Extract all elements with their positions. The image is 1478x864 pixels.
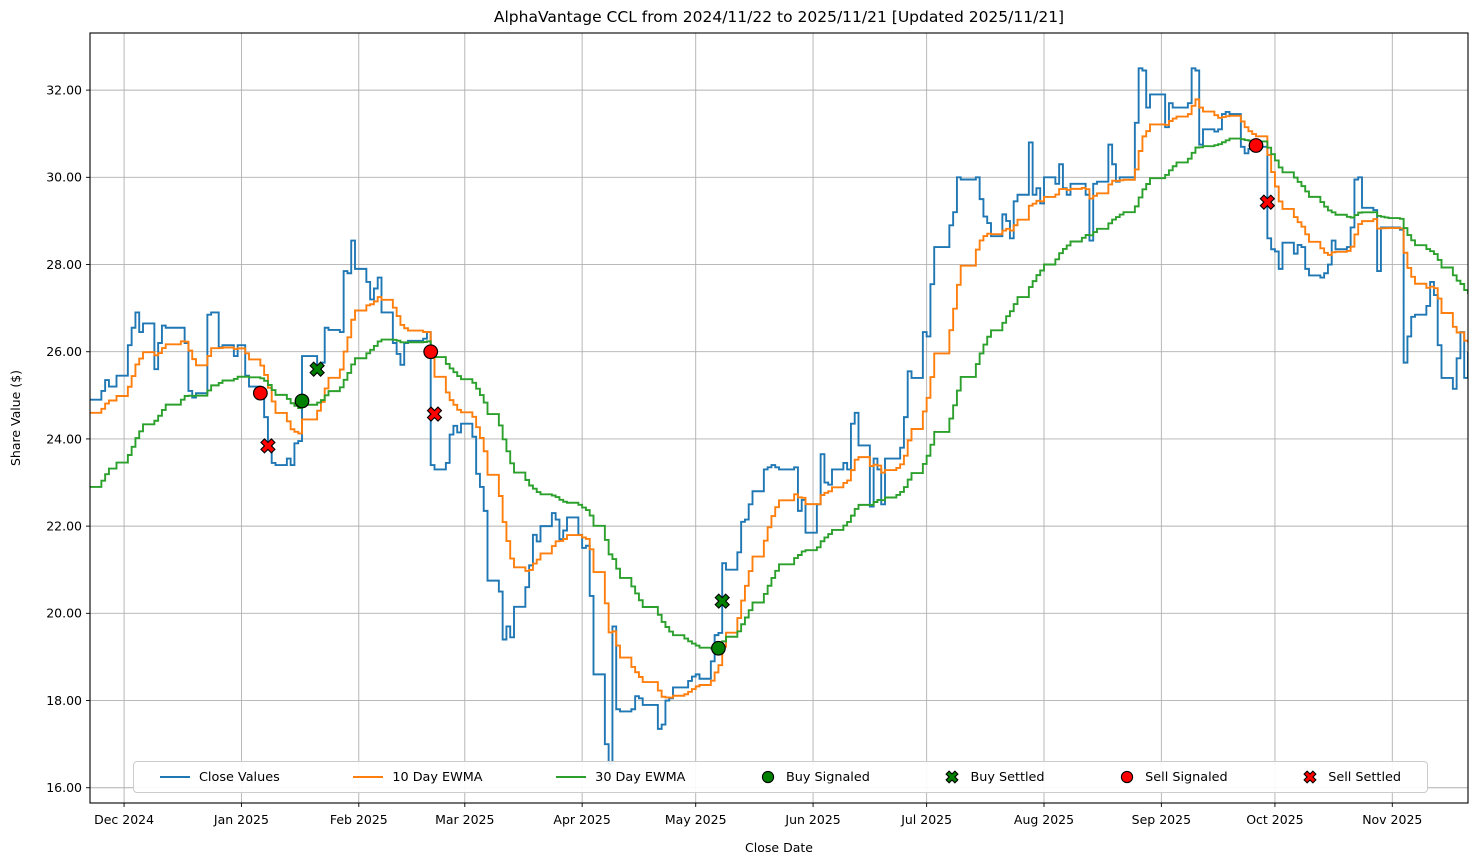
legend-item-close-values: Close Values bbox=[160, 770, 280, 785]
x-tick-label: May 2025 bbox=[665, 812, 727, 827]
legend-item-30-day-ewma: 30 Day EWMA bbox=[556, 770, 685, 785]
legend-label: Sell Signaled bbox=[1145, 769, 1228, 785]
legend-label: Close Values bbox=[199, 769, 280, 785]
y-tick-label: 32.00 bbox=[46, 83, 82, 98]
buy-settled-marker bbox=[714, 593, 730, 609]
legend-label: 30 Day EWMA bbox=[595, 769, 686, 785]
x-axis-label: Close Date bbox=[745, 840, 813, 855]
x-tick-label: Apr 2025 bbox=[553, 812, 610, 827]
x-marker-icon bbox=[945, 770, 960, 784]
legend-label: Buy Settled bbox=[970, 769, 1045, 785]
ewma30-line bbox=[90, 137, 1468, 650]
legend-item-10-day-ewma: 10 Day EWMA bbox=[353, 769, 483, 785]
y-tick-label: 18.00 bbox=[46, 693, 82, 708]
legend: Close Values 10 Day EWMA 30 Day EWMA Buy Si… bbox=[133, 761, 1428, 793]
legend-item-sell-signaled: Sell Signaled bbox=[1118, 768, 1228, 786]
x-tick-label: Mar 2025 bbox=[435, 812, 494, 827]
ewma10-line bbox=[90, 98, 1468, 699]
x-tick-label: Jun 2025 bbox=[784, 812, 840, 827]
x-tick-label: Dec 2024 bbox=[94, 812, 154, 827]
legend-label: 10 Day EWMA bbox=[392, 769, 483, 785]
line-swatch-icon bbox=[556, 776, 587, 778]
legend-item-buy-settled: Buy Settled bbox=[943, 768, 1045, 786]
buy-signaled-marker bbox=[711, 640, 726, 656]
x-tick-label: Sep 2025 bbox=[1132, 812, 1191, 827]
y-tick-label: 26.00 bbox=[46, 344, 82, 359]
y-tick-label: 22.00 bbox=[46, 519, 82, 534]
x-tick-label: Jul 2025 bbox=[900, 812, 952, 827]
buy-signaled-marker bbox=[294, 393, 310, 409]
x-tick-label: Feb 2025 bbox=[330, 812, 388, 827]
y-tick-label: 24.00 bbox=[46, 431, 82, 446]
event-markers bbox=[252, 138, 1276, 656]
x-tick-label: Nov 2025 bbox=[1362, 812, 1422, 827]
y-tick-label: 16.00 bbox=[46, 780, 82, 795]
sell-signaled-marker bbox=[1248, 138, 1264, 153]
grid bbox=[90, 33, 1468, 803]
x-tick-label: Jan 2025 bbox=[213, 812, 269, 827]
axes-frame: 16.00 18.00 20.00 22.00 24.00 26.00 28.00 30.00… bbox=[46, 32, 1469, 827]
x-tick-label: Aug 2025 bbox=[1014, 812, 1074, 827]
circle-marker-icon bbox=[1121, 770, 1134, 784]
chart-title: AlphaVantage CCL from 2024/11/22 to 2025… bbox=[494, 8, 1064, 26]
sell-settled-marker bbox=[426, 406, 443, 422]
legend-label: Sell Settled bbox=[1328, 769, 1401, 785]
sell-settled-marker bbox=[260, 438, 276, 454]
y-tick-label: 30.00 bbox=[46, 170, 82, 185]
y-tick-label: 20.00 bbox=[46, 606, 82, 621]
y-axis-label: Share Value ($) bbox=[8, 370, 23, 466]
close-line bbox=[90, 67, 1468, 765]
sell-signaled-marker bbox=[423, 344, 439, 360]
sell-signaled-marker bbox=[252, 385, 268, 401]
circle-marker-icon bbox=[761, 770, 775, 784]
x-marker-icon bbox=[1303, 770, 1317, 784]
buy-settled-marker bbox=[309, 361, 325, 377]
legend-item-buy-signaled: Buy Signaled bbox=[759, 768, 870, 786]
series-lines bbox=[90, 67, 1468, 765]
plot-border bbox=[89, 32, 1469, 804]
legend-item-sell-settled: Sell Settled bbox=[1301, 768, 1401, 786]
legend-label: Buy Signaled bbox=[786, 769, 870, 785]
sell-settled-marker bbox=[1259, 194, 1276, 210]
y-tick-label: 28.00 bbox=[46, 257, 82, 272]
line-swatch-icon bbox=[353, 776, 384, 778]
x-tick-label: Oct 2025 bbox=[1246, 812, 1303, 827]
line-swatch-icon bbox=[160, 776, 190, 778]
